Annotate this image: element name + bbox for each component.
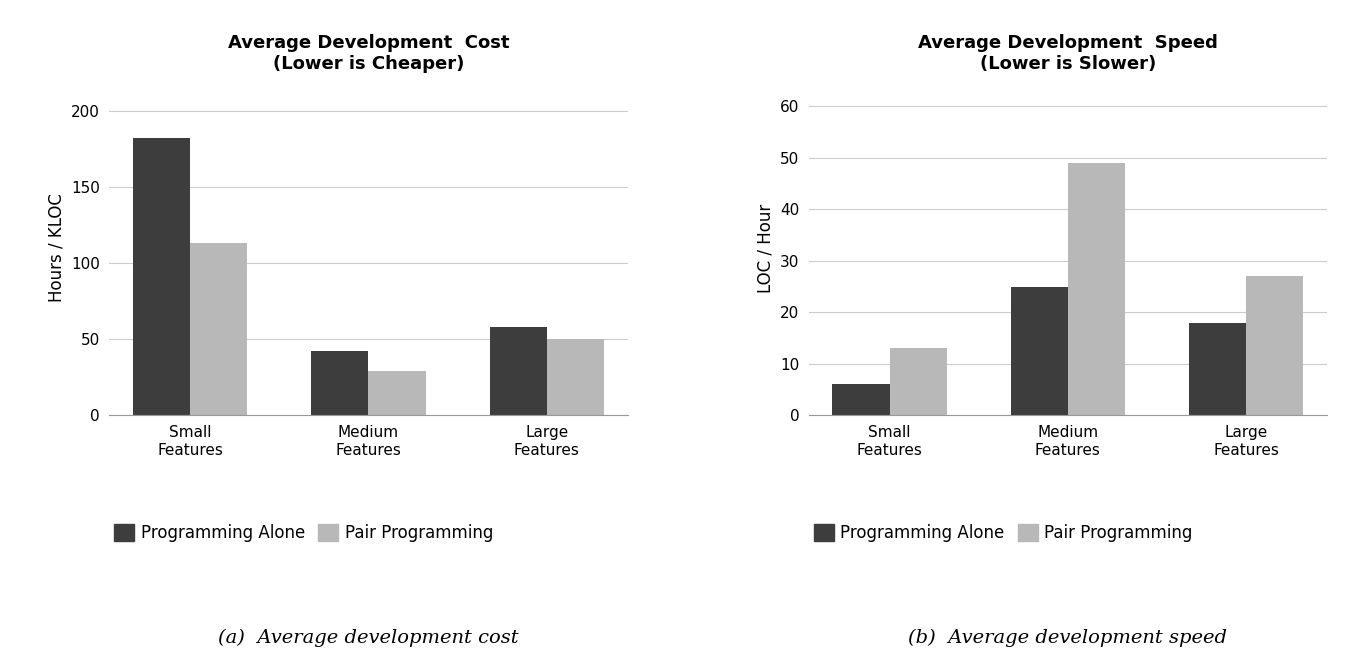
Title: Average Development  Speed
(Lower is Slower): Average Development Speed (Lower is Slow… <box>918 34 1218 73</box>
Bar <box>368 371 425 415</box>
Bar <box>1246 276 1304 415</box>
Text: (b)  Average development speed: (b) Average development speed <box>908 629 1227 647</box>
Bar <box>1068 163 1124 415</box>
Bar <box>1189 323 1246 415</box>
Bar <box>889 348 947 415</box>
Legend: Programming Alone, Pair Programming: Programming Alone, Pair Programming <box>108 517 501 549</box>
Bar <box>547 339 605 415</box>
Text: (a)  Average development cost: (a) Average development cost <box>218 629 518 647</box>
Y-axis label: LOC / Hour: LOC / Hour <box>757 203 774 293</box>
Bar <box>312 352 368 415</box>
Bar <box>1011 287 1068 415</box>
Bar <box>490 327 547 415</box>
Bar <box>133 138 190 415</box>
Title: Average Development  Cost
(Lower is Cheaper): Average Development Cost (Lower is Cheap… <box>227 34 509 73</box>
Y-axis label: Hours / KLOC: Hours / KLOC <box>48 194 66 302</box>
Bar <box>832 385 889 415</box>
Bar <box>190 243 248 415</box>
Legend: Programming Alone, Pair Programming: Programming Alone, Pair Programming <box>807 517 1200 549</box>
